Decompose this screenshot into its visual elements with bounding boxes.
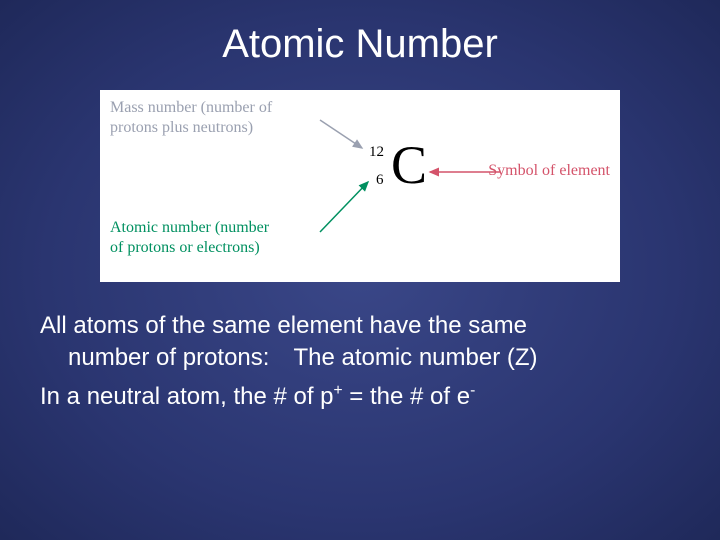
proton-plus-superscript: + (334, 382, 343, 399)
body-line-1b: number of protons: The atomic number (Z) (68, 344, 538, 371)
body-text: All atoms of the same element have the s… (40, 310, 680, 419)
element-notation-diagram: Mass number (number ofprotons plus neutr… (100, 90, 620, 282)
atomic-arrow (320, 182, 368, 232)
element-notation: 12 6 C (365, 138, 455, 228)
body-line-2-prefix: In a neutral atom, the # of p (40, 383, 334, 410)
slide: Atomic Number Mass number (number ofprot… (0, 0, 720, 540)
slide-title: Atomic Number (0, 22, 720, 67)
body-line-2-mid: = the # of e (343, 383, 470, 410)
mass-arrow (320, 120, 362, 148)
body-line-1a: All atoms of the same element have the s… (40, 312, 527, 339)
body-paragraph-2: In a neutral atom, the # of p+ = the # o… (40, 381, 680, 413)
mass-number-value: 12 (369, 144, 384, 161)
electron-minus-superscript: - (470, 382, 475, 399)
body-paragraph-1: All atoms of the same element have the s… (40, 310, 680, 375)
mass-number-label: Mass number (number ofprotons plus neutr… (110, 98, 272, 138)
element-symbol: C (391, 138, 427, 192)
atomic-number-label: Atomic number (numberof protons or elect… (110, 218, 269, 258)
symbol-of-element-label: Symbol of element (488, 162, 610, 180)
atomic-number-value: 6 (376, 172, 384, 189)
